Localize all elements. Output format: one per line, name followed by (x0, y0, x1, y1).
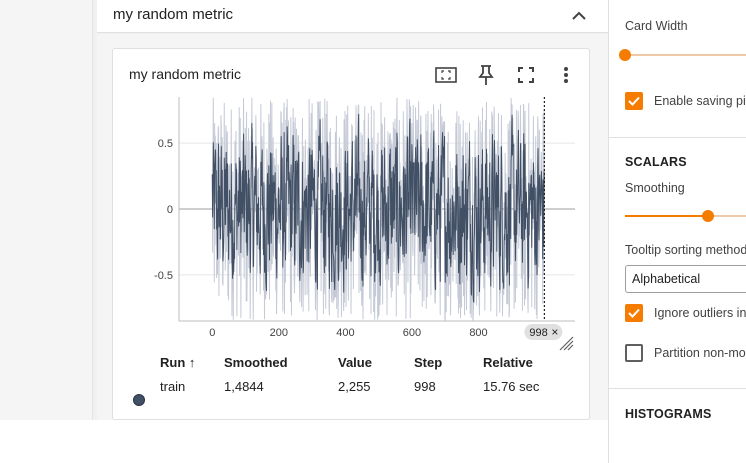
series-train-smoothed (211, 113, 545, 303)
cell-relative: 15.76 sec (483, 379, 540, 394)
group-title: my random metric (113, 6, 234, 23)
runs-panel-edge (0, 0, 93, 420)
step-chip-close-icon[interactable]: × (551, 325, 558, 339)
enable-saving-label: Enable saving pin (654, 94, 746, 108)
divider (609, 388, 746, 389)
smoothing-label: Smoothing (625, 181, 685, 195)
ignore-outliers-checkbox[interactable] (625, 304, 643, 322)
col-header-value[interactable]: Value (338, 355, 372, 370)
histograms-heading: HISTOGRAMS (625, 407, 712, 421)
page-bottom (0, 420, 608, 463)
chevron-up-icon[interactable] (567, 4, 591, 28)
cell-run: train (160, 379, 186, 394)
y-tick-label: 0.5 (158, 138, 173, 150)
smoothing-slider-fill (625, 215, 708, 217)
card-width-label: Card Width (625, 19, 688, 33)
tooltip-sorting-value: Alphabetical (632, 272, 701, 286)
card-title: my random metric (129, 66, 242, 82)
cell-smoothed: 1,4844 (224, 379, 264, 394)
col-header-relative[interactable]: Relative (483, 355, 533, 370)
partition-checkbox[interactable] (625, 344, 643, 362)
enable-saving-checkbox[interactable] (625, 92, 643, 110)
more-vert-icon[interactable] (553, 62, 579, 88)
resize-icon[interactable] (558, 335, 574, 351)
x-tick-label: 600 (403, 327, 421, 339)
pin-icon[interactable] (473, 62, 499, 88)
run-color-dot (133, 394, 145, 406)
ignore-outliers-label: Ignore outliers in c (654, 306, 746, 320)
divider (609, 137, 746, 138)
partition-label: Partition non-mon (654, 346, 746, 360)
card-width-slider-track[interactable] (625, 54, 746, 56)
tooltip-sorting-label: Tooltip sorting method (625, 243, 746, 257)
col-header-smoothed[interactable]: Smoothed (224, 355, 288, 370)
cell-step: 998 (414, 379, 436, 394)
card-width-slider-thumb[interactable] (619, 49, 631, 61)
x-tick-label: 400 (336, 327, 354, 339)
step-chip-label: 998 (529, 327, 547, 339)
col-header-step[interactable]: Step (414, 355, 443, 370)
smoothing-slider-thumb[interactable] (701, 210, 714, 222)
col-header-run[interactable]: Run ↑ (160, 355, 196, 370)
step-chip (524, 324, 563, 340)
x-tick-label: 800 (469, 327, 487, 339)
line-chart[interactable]: 0 200 400 600 800 0.5 0 -0.5 998 × (113, 49, 591, 349)
y-tick-label: 0 (167, 204, 173, 216)
y-tick-label: -0.5 (154, 270, 173, 282)
tooltip-sorting-select[interactable]: Alphabetical (625, 265, 746, 293)
scalar-card: my random metric 0 200 400 600 800 0.5 0 -0.5 99… (112, 48, 590, 420)
x-tick-label: 0 (209, 327, 215, 339)
fullscreen-icon[interactable] (513, 62, 539, 88)
scalars-heading: SCALARS (625, 155, 687, 169)
cell-value: 2,255 (338, 379, 371, 394)
fit-to-domain-icon[interactable] (433, 62, 459, 88)
x-tick-label: 200 (270, 327, 288, 339)
settings-panel: Card Width Enable saving pin SCALARS Smo… (608, 0, 746, 463)
card-group-header[interactable]: my random metric (97, 0, 608, 33)
